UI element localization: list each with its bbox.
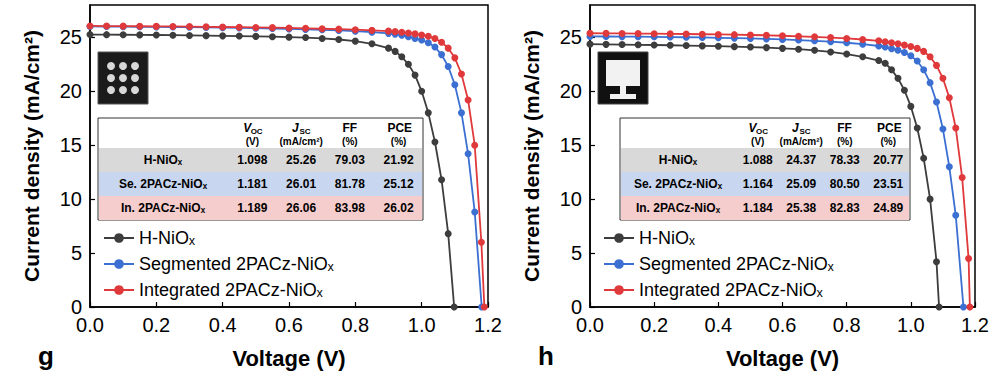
svg-text:Se. 2PACz-NiOₓ: Se. 2PACz-NiOₓ <box>634 177 723 191</box>
svg-text:24.37: 24.37 <box>786 153 816 167</box>
svg-text:1.0: 1.0 <box>897 314 925 336</box>
svg-text:SC: SC <box>800 127 811 136</box>
svg-text:In. 2PACz-NiOₓ: In. 2PACz-NiOₓ <box>121 201 206 215</box>
svg-text:80.50: 80.50 <box>830 177 860 191</box>
svg-text:79.03: 79.03 <box>335 153 365 167</box>
svg-text:24.89: 24.89 <box>873 201 903 215</box>
svg-text:25: 25 <box>560 26 582 48</box>
svg-text:H-NiOₓ: H-NiOₓ <box>139 228 195 248</box>
svg-text:PCE: PCE <box>877 121 902 135</box>
svg-text:20: 20 <box>60 80 82 102</box>
svg-text:Se. 2PACz-NiOₓ: Se. 2PACz-NiOₓ <box>119 177 208 191</box>
svg-text:Segmented 2PACz-NiOₓ: Segmented 2PACz-NiOₓ <box>139 254 334 274</box>
svg-text:OC: OC <box>756 127 768 136</box>
svg-text:g: g <box>38 341 54 371</box>
svg-text:h: h <box>538 341 554 371</box>
svg-text:25.38: 25.38 <box>786 201 816 215</box>
svg-text:10: 10 <box>60 188 82 210</box>
svg-text:(mA/cm²): (mA/cm²) <box>279 136 322 147</box>
svg-text:In. 2PACz-NiOₓ: In. 2PACz-NiOₓ <box>636 201 721 215</box>
svg-text:21.92: 21.92 <box>384 153 414 167</box>
svg-text:78.33: 78.33 <box>830 153 860 167</box>
svg-text:1.189: 1.189 <box>237 201 267 215</box>
svg-text:0.4: 0.4 <box>209 314 237 336</box>
svg-text:Integrated 2PACz-NiOₓ: Integrated 2PACz-NiOₓ <box>139 280 323 300</box>
svg-text:82.83: 82.83 <box>830 201 860 215</box>
svg-text:1.2: 1.2 <box>961 314 989 336</box>
svg-text:0.0: 0.0 <box>576 314 604 336</box>
svg-text:0.4: 0.4 <box>704 314 732 336</box>
svg-text:25.12: 25.12 <box>384 177 414 191</box>
svg-text:81.78: 81.78 <box>335 177 365 191</box>
svg-text:Segmented 2PACz-NiOₓ: Segmented 2PACz-NiOₓ <box>639 254 834 274</box>
svg-text:(%): (%) <box>391 136 407 147</box>
svg-text:23.51: 23.51 <box>873 177 903 191</box>
svg-text:1.0: 1.0 <box>408 314 436 336</box>
svg-text:25.09: 25.09 <box>786 177 816 191</box>
svg-text:20.77: 20.77 <box>873 153 903 167</box>
svg-text:Current density (mA/cm²): Current density (mA/cm²) <box>520 30 543 282</box>
svg-text:Integrated 2PACz-NiOₓ: Integrated 2PACz-NiOₓ <box>639 280 823 300</box>
svg-text:Voltage (V): Voltage (V) <box>726 346 839 371</box>
svg-text:SC: SC <box>299 127 310 136</box>
svg-text:V: V <box>748 121 757 135</box>
svg-text:26.02: 26.02 <box>384 201 414 215</box>
svg-text:1.098: 1.098 <box>237 153 267 167</box>
svg-text:0.6: 0.6 <box>769 314 797 336</box>
svg-text:20: 20 <box>560 80 582 102</box>
svg-text:15: 15 <box>560 134 582 156</box>
svg-text:FF: FF <box>837 121 852 135</box>
svg-text:PCE: PCE <box>387 121 412 135</box>
svg-text:5: 5 <box>71 242 82 264</box>
svg-text:0: 0 <box>570 296 582 318</box>
svg-text:1.184: 1.184 <box>743 201 773 215</box>
svg-text:(%): (%) <box>837 136 853 147</box>
svg-text:(%): (%) <box>880 136 896 147</box>
svg-text:(%): (%) <box>342 136 358 147</box>
svg-text:J: J <box>792 121 799 135</box>
svg-text:0.2: 0.2 <box>640 314 668 336</box>
svg-text:H-NiOₓ: H-NiOₓ <box>639 228 695 248</box>
svg-text:H-NiOₓ: H-NiOₓ <box>144 153 183 167</box>
svg-text:83.98: 83.98 <box>335 201 365 215</box>
svg-text:15: 15 <box>60 134 82 156</box>
svg-text:(V): (V) <box>246 136 259 147</box>
svg-text:(mA/cm²): (mA/cm²) <box>780 136 823 147</box>
svg-text:25.26: 25.26 <box>286 153 316 167</box>
svg-text:0.8: 0.8 <box>833 314 861 336</box>
svg-text:V: V <box>243 121 252 135</box>
svg-text:0.8: 0.8 <box>341 314 369 336</box>
svg-text:26.06: 26.06 <box>286 201 316 215</box>
svg-text:(V): (V) <box>751 136 764 147</box>
svg-text:H-NiOₓ: H-NiOₓ <box>659 153 698 167</box>
svg-text:0.0: 0.0 <box>76 314 104 336</box>
svg-text:OC: OC <box>251 127 263 136</box>
svg-text:1.2: 1.2 <box>474 314 502 336</box>
svg-text:0: 0 <box>70 296 82 318</box>
svg-text:Current density (mA/cm²): Current density (mA/cm²) <box>20 30 43 282</box>
svg-text:26.01: 26.01 <box>286 177 316 191</box>
svg-text:Voltage (V): Voltage (V) <box>232 346 345 371</box>
svg-text:10: 10 <box>560 188 582 210</box>
svg-text:25: 25 <box>60 26 82 48</box>
svg-text:1.164: 1.164 <box>743 177 773 191</box>
svg-text:J: J <box>292 121 299 135</box>
svg-text:5: 5 <box>571 242 582 264</box>
svg-text:1.088: 1.088 <box>743 153 773 167</box>
svg-text:0.2: 0.2 <box>142 314 170 336</box>
svg-text:0.6: 0.6 <box>275 314 303 336</box>
svg-text:1.181: 1.181 <box>237 177 267 191</box>
svg-text:FF: FF <box>342 121 357 135</box>
